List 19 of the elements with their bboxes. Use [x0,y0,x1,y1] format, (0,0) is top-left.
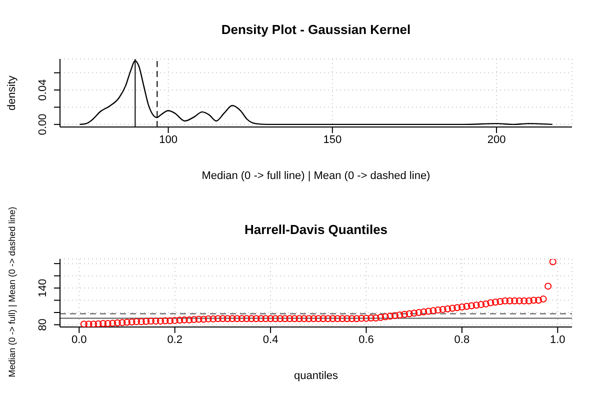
y-tick-label: 80 [37,318,49,331]
y-tick-label: 140 [37,278,49,298]
x-tick-label: 150 [323,134,342,146]
x-axis-title: Median (0 -> full line) | Mean (0 -> dashed line) [200,170,432,182]
x-tick-label: 0.6 [358,334,374,346]
chart-title: Density Plot - Gaussian Kernel [220,22,412,37]
x-tick-label: 100 [159,134,178,146]
y-tick-label: 0.04 [37,79,49,101]
x-tick-label: 0.0 [71,334,87,346]
x-axis-title: quantiles [292,370,340,382]
x-tick-label: 1.0 [550,334,566,346]
x-tick-label: 0.2 [167,334,182,346]
x-tick-label: 0.4 [262,334,278,346]
x-tick-label: 200 [487,134,506,146]
chart-title: Harrell-Davis Quantiles [243,222,389,237]
y-tick-label: 0.00 [37,114,49,136]
y-axis-title: density [6,76,18,110]
y-axis-title: Median (0 -> full) | Mean (0 -> dashed line) [7,206,17,378]
x-tick-label: 0.8 [454,334,470,346]
